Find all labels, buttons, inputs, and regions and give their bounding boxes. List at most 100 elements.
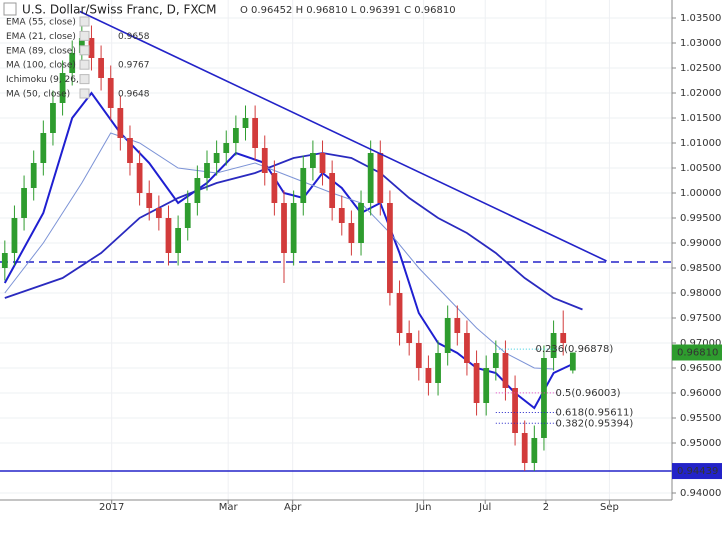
y-tick-label: 0.94000 <box>680 488 721 499</box>
x-tick-label: Mar <box>219 502 239 513</box>
plot: 0.236(0.96878) 0.382(0.95394) 0.5(0.96003)… <box>0 10 672 472</box>
symbol-icon[interactable] <box>3 2 17 16</box>
candle-body <box>300 168 307 203</box>
y-tick-label: 0.98500 <box>680 263 721 274</box>
indicator-name: MA (50, close) <box>6 90 70 100</box>
candle-body <box>406 333 413 343</box>
candle-body <box>271 173 278 203</box>
x-tick-label: Apr <box>284 502 302 513</box>
candle-body <box>21 188 27 218</box>
fib-label: 0.236(0.96878) <box>536 344 614 355</box>
candle-body <box>377 153 384 203</box>
candle-body <box>175 228 181 253</box>
indicator-settings[interactable] <box>79 30 90 41</box>
candle-body <box>261 148 268 173</box>
y-tick-label: 1.01000 <box>680 138 721 149</box>
y-tick-label: 1.02000 <box>680 88 721 99</box>
moving-average <box>4 152 583 311</box>
y-tick-label: 0.96500 <box>680 363 721 374</box>
candle-body <box>454 318 461 333</box>
indicator-value: 0.9767 <box>118 61 150 71</box>
ohlc-text: O 0.96452 H 0.96810 L 0.96391 C 0.96810 <box>240 5 456 16</box>
indicator-settings[interactable] <box>79 45 90 56</box>
x-tick-label: Jun <box>415 502 432 513</box>
candle-body <box>194 178 201 203</box>
candle-body <box>117 108 124 138</box>
candle-body <box>252 118 259 148</box>
indicator-name: Ichimoku (9, 26, <box>6 75 79 85</box>
candle-body <box>367 153 374 203</box>
candle-body <box>387 203 393 293</box>
price-box-label: 0.96810 <box>677 348 718 359</box>
moving-average <box>4 132 554 370</box>
candle-body <box>165 218 172 253</box>
y-tick-label: 0.97000 <box>680 338 721 349</box>
candle-body <box>492 353 499 368</box>
candle-body <box>319 153 326 173</box>
candle-body <box>310 153 316 168</box>
y-tick-label: 1.02500 <box>680 63 721 74</box>
y-tick-label: 0.99000 <box>680 238 721 249</box>
y-tick-label: 1.00000 <box>680 188 721 199</box>
y-tick-label: 0.95500 <box>680 413 721 424</box>
trendline <box>79 10 607 262</box>
candle-body <box>338 208 345 223</box>
candle-body <box>69 53 76 73</box>
y-tick-label: 0.99500 <box>680 213 721 224</box>
candle-body <box>30 163 37 188</box>
x-tick-label: Jul <box>478 502 491 513</box>
candle-body <box>146 193 153 208</box>
price-box <box>672 344 722 361</box>
fib-label: 0.618(0.95611) <box>556 407 634 418</box>
y-tick-label: 0.96000 <box>680 388 721 399</box>
candle-body <box>107 78 114 108</box>
candle-body <box>223 143 230 153</box>
indicator-settings[interactable] <box>79 88 90 99</box>
candle-body <box>425 368 432 383</box>
indicator-settings[interactable] <box>79 59 90 70</box>
candle-body <box>155 208 162 218</box>
indicator-value: 0.9658 <box>118 32 150 42</box>
candle-body <box>242 118 249 128</box>
legend: U.S. Dollar/Swiss Franc, D, FXCM O 0.964… <box>3 2 456 100</box>
candle-body <box>281 203 287 253</box>
candle-body <box>435 353 441 383</box>
indicator-settings[interactable] <box>79 16 90 27</box>
indicator-settings[interactable] <box>79 74 90 85</box>
price-box-label: 0.94439 <box>677 466 718 477</box>
candle-body <box>88 38 95 58</box>
candle-body <box>550 333 557 358</box>
candle-body <box>136 163 143 193</box>
candle-body <box>40 133 47 163</box>
y-tick-label: 1.03000 <box>680 38 721 49</box>
candle-body <box>444 318 451 353</box>
y-tick-label: 1.03500 <box>680 13 721 24</box>
candle-body <box>290 203 297 253</box>
candle-body <box>396 293 403 333</box>
y-tick-label: 1.01500 <box>680 113 721 124</box>
candle-body <box>11 218 18 253</box>
indicator-value: 0.9648 <box>118 90 150 100</box>
candle-body <box>98 58 104 78</box>
candle-body <box>464 333 470 363</box>
axes: 0.94000 0.95000 0.95500 0.96000 0.96500 0.970… <box>99 13 722 513</box>
candle-body <box>184 203 191 228</box>
candle-body <box>348 223 355 243</box>
candle-body <box>531 438 538 463</box>
y-tick-label: 0.98000 <box>680 288 721 299</box>
x-tick-label: 2 <box>543 502 549 513</box>
y-tick-label: 0.95000 <box>680 438 721 449</box>
fib-label: 0.5(0.96003) <box>556 388 621 399</box>
candle-body <box>473 363 480 403</box>
indicator-name: EMA (21, close) <box>6 32 76 42</box>
indicator-name: EMA (55, close) <box>6 18 76 28</box>
indicator-name: MA (100, close) <box>6 61 76 71</box>
y-tick-label: 0.97500 <box>680 313 721 324</box>
candle-body <box>415 343 422 368</box>
candle-body <box>59 73 66 103</box>
candle-body <box>204 163 210 178</box>
candle-body <box>329 173 336 208</box>
y-tick-label: 1.00500 <box>680 163 721 174</box>
candle-body <box>358 203 364 243</box>
